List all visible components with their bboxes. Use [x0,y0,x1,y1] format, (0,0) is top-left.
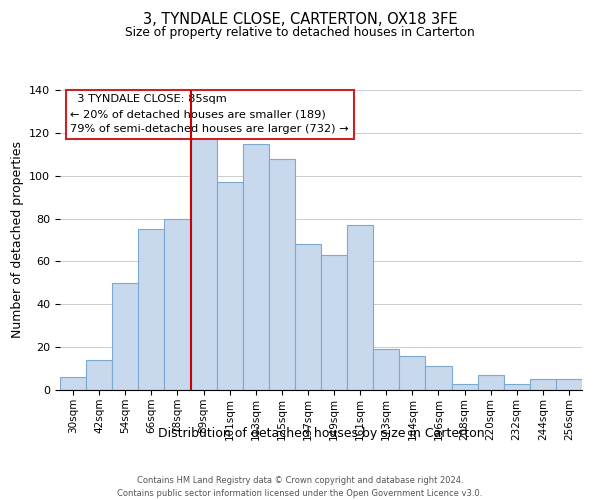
Text: Size of property relative to detached houses in Carterton: Size of property relative to detached ho… [125,26,475,39]
Bar [530,380,556,390]
Bar [556,380,582,390]
Bar [347,225,373,390]
Bar [243,144,269,390]
Bar [452,384,478,390]
Bar [373,350,400,390]
Bar [400,356,425,390]
Text: Distribution of detached houses by size in Carterton: Distribution of detached houses by size … [158,428,484,440]
Bar [269,158,295,390]
Bar [478,375,504,390]
Bar [295,244,321,390]
Bar [217,182,243,390]
Bar [321,255,347,390]
Text: 3 TYNDALE CLOSE: 85sqm
← 20% of detached houses are smaller (189)
79% of semi-de: 3 TYNDALE CLOSE: 85sqm ← 20% of detached… [70,94,349,134]
Bar [504,384,530,390]
Bar [191,137,217,390]
Bar [60,377,86,390]
Y-axis label: Number of detached properties: Number of detached properties [11,142,23,338]
Bar [425,366,452,390]
Bar [139,230,164,390]
Bar [112,283,139,390]
Text: Contains public sector information licensed under the Open Government Licence v3: Contains public sector information licen… [118,489,482,498]
Bar [164,218,191,390]
Text: 3, TYNDALE CLOSE, CARTERTON, OX18 3FE: 3, TYNDALE CLOSE, CARTERTON, OX18 3FE [143,12,457,28]
Text: Contains HM Land Registry data © Crown copyright and database right 2024.: Contains HM Land Registry data © Crown c… [137,476,463,485]
Bar [86,360,112,390]
